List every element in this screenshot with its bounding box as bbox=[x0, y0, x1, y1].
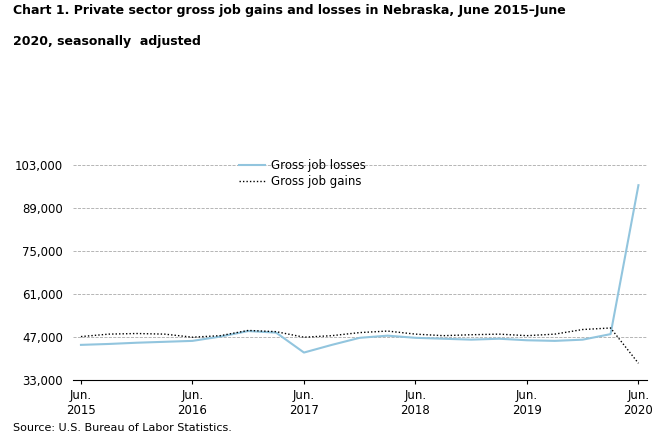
Text: Chart 1. Private sector gross job gains and losses in Nebraska, June 2015–June: Chart 1. Private sector gross job gains … bbox=[13, 4, 566, 17]
Gross job losses bbox=[467, 337, 475, 342]
Gross job losses bbox=[411, 335, 419, 340]
Gross job losses bbox=[634, 183, 642, 188]
Gross job losses bbox=[77, 342, 85, 347]
Gross job gains bbox=[160, 332, 168, 337]
Legend: Gross job losses, Gross job gains: Gross job losses, Gross job gains bbox=[240, 159, 366, 188]
Gross job losses bbox=[244, 329, 252, 334]
Gross job gains bbox=[495, 332, 503, 337]
Gross job gains bbox=[216, 333, 224, 338]
Gross job gains bbox=[579, 327, 587, 332]
Gross job gains bbox=[634, 361, 642, 366]
Gross job losses bbox=[495, 336, 503, 341]
Gross job gains bbox=[383, 329, 391, 334]
Gross job losses bbox=[328, 342, 336, 347]
Gross job gains bbox=[105, 332, 113, 337]
Line: Gross job losses: Gross job losses bbox=[81, 185, 638, 353]
Gross job gains bbox=[523, 333, 531, 338]
Gross job losses bbox=[133, 340, 141, 345]
Gross job gains bbox=[133, 331, 141, 336]
Gross job gains bbox=[607, 326, 614, 331]
Gross job gains bbox=[440, 333, 447, 338]
Text: Source: U.S. Bureau of Labor Statistics.: Source: U.S. Bureau of Labor Statistics. bbox=[13, 423, 232, 433]
Gross job losses bbox=[383, 333, 391, 338]
Gross job gains bbox=[467, 332, 475, 337]
Gross job losses bbox=[440, 336, 447, 341]
Gross job losses bbox=[160, 339, 168, 344]
Line: Gross job gains: Gross job gains bbox=[81, 328, 638, 363]
Gross job gains bbox=[356, 330, 364, 335]
Text: 2020, seasonally  adjusted: 2020, seasonally adjusted bbox=[13, 35, 201, 48]
Gross job gains bbox=[77, 334, 85, 339]
Gross job gains bbox=[244, 328, 252, 333]
Gross job gains bbox=[272, 329, 280, 334]
Gross job losses bbox=[523, 338, 531, 343]
Gross job losses bbox=[105, 341, 113, 347]
Gross job gains bbox=[189, 335, 197, 340]
Gross job gains bbox=[300, 335, 308, 340]
Gross job losses bbox=[356, 335, 364, 340]
Gross job gains bbox=[328, 333, 336, 338]
Gross job losses bbox=[189, 338, 197, 343]
Gross job losses bbox=[300, 350, 308, 355]
Gross job losses bbox=[272, 330, 280, 335]
Gross job losses bbox=[607, 332, 614, 337]
Gross job gains bbox=[551, 332, 559, 337]
Gross job losses bbox=[579, 337, 587, 342]
Gross job gains bbox=[411, 332, 419, 337]
Gross job losses bbox=[551, 338, 559, 343]
Gross job losses bbox=[216, 334, 224, 339]
